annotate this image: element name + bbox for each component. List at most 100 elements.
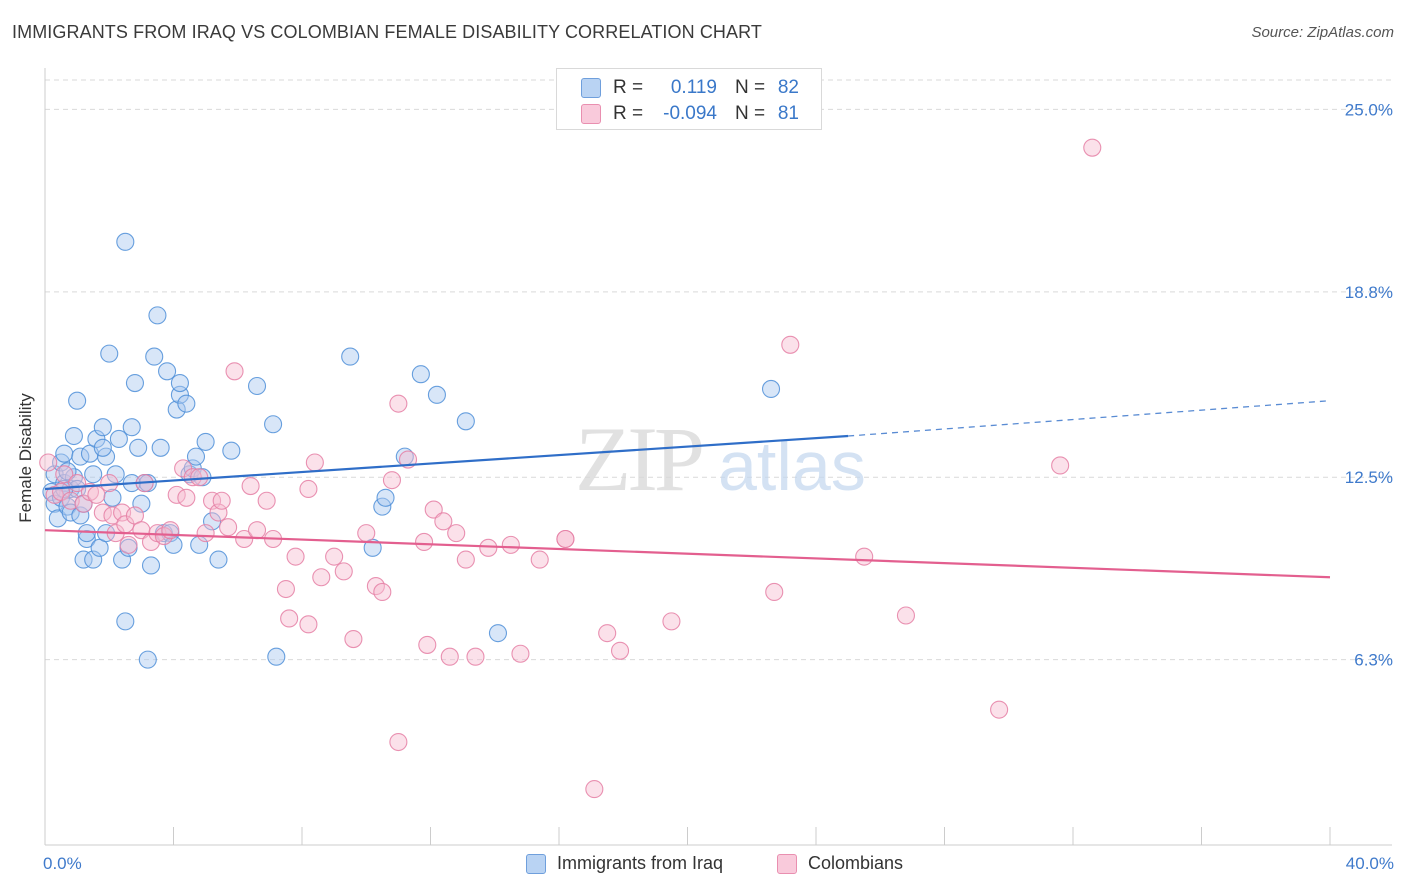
data-point-colombians bbox=[280, 609, 299, 628]
data-point-colombians bbox=[434, 512, 453, 531]
x-tick-label-min: 0.0% bbox=[43, 854, 82, 873]
data-point-iraq bbox=[341, 347, 360, 366]
bottom-legend-label-colombians: Colombians bbox=[808, 853, 904, 873]
data-point-colombians bbox=[286, 547, 305, 566]
data-point-iraq bbox=[55, 444, 74, 463]
data-point-iraq bbox=[456, 412, 475, 431]
data-point-colombians bbox=[424, 500, 443, 519]
legend-n-value: 81 bbox=[777, 103, 799, 124]
data-point-iraq bbox=[141, 556, 161, 575]
data-point-colombians bbox=[225, 362, 244, 381]
legend: R = 0.119 N = 82 R = -0.094 N = 81 bbox=[556, 68, 822, 130]
data-point-colombians bbox=[299, 615, 318, 634]
data-point-iraq bbox=[167, 400, 186, 419]
data-point-iraq bbox=[68, 391, 87, 410]
data-point-colombians bbox=[305, 453, 324, 472]
legend-r-value: 0.119 bbox=[670, 77, 717, 98]
data-point-iraq bbox=[186, 447, 206, 466]
data-point-iraq bbox=[122, 418, 141, 437]
legend-row-iraq: R = 0.119 N = 82 bbox=[557, 75, 821, 101]
data-point-iraq bbox=[138, 650, 157, 669]
data-point-colombians bbox=[357, 524, 376, 543]
data-point-colombians bbox=[299, 479, 318, 499]
data-point-iraq bbox=[106, 465, 125, 484]
data-point-iraq bbox=[77, 529, 96, 549]
y-tick-label: 6.3% bbox=[1354, 651, 1393, 670]
data-point-iraq bbox=[93, 438, 112, 457]
data-point-colombians bbox=[447, 524, 466, 543]
bottom-legend-swatch-colombians bbox=[777, 854, 797, 874]
data-point-colombians bbox=[1083, 138, 1102, 157]
data-point-colombians bbox=[456, 550, 475, 569]
data-point-iraq bbox=[177, 394, 196, 413]
data-point-colombians bbox=[119, 535, 138, 554]
data-point-iraq bbox=[376, 488, 395, 507]
data-point-colombians bbox=[781, 335, 800, 354]
data-point-iraq bbox=[129, 438, 148, 457]
data-point-iraq bbox=[116, 612, 135, 631]
data-point-colombians bbox=[585, 780, 604, 799]
data-point-iraq bbox=[58, 462, 77, 481]
bottom-legend-label-iraq: Immigrants from Iraq bbox=[557, 853, 724, 873]
bottom-legend-swatch-iraq bbox=[526, 854, 546, 874]
data-point-iraq bbox=[77, 524, 96, 543]
y-tick-label: 18.8% bbox=[1345, 283, 1393, 302]
legend-swatch-iraq bbox=[581, 78, 601, 98]
data-point-colombians bbox=[415, 532, 434, 551]
trend-line-iraq bbox=[44, 434, 849, 491]
trend-line-colombians bbox=[44, 529, 1331, 579]
data-point-colombians bbox=[598, 624, 617, 643]
legend-n-label: N = bbox=[735, 77, 766, 98]
data-point-colombians bbox=[855, 547, 874, 566]
legend-n-value: 82 bbox=[777, 77, 799, 98]
data-point-colombians bbox=[344, 629, 363, 649]
series-iraq-points bbox=[42, 232, 781, 669]
data-point-iraq bbox=[84, 465, 103, 484]
data-point-iraq bbox=[87, 429, 106, 449]
data-point-iraq bbox=[116, 232, 135, 251]
y-tick-label: 12.5% bbox=[1345, 468, 1393, 487]
legend-n-label: N = bbox=[735, 103, 766, 124]
data-point-colombians bbox=[219, 518, 238, 537]
data-point-iraq bbox=[151, 438, 170, 457]
data-point-iraq bbox=[145, 347, 164, 366]
data-point-iraq bbox=[222, 441, 241, 460]
data-point-iraq bbox=[264, 415, 283, 434]
data-point-colombians bbox=[212, 491, 231, 510]
legend-row-colombians: R = -0.094 N = 81 bbox=[557, 101, 821, 127]
axes bbox=[44, 68, 1392, 846]
data-point-colombians bbox=[39, 453, 58, 472]
watermark: ZIP atlas bbox=[575, 408, 866, 510]
data-point-iraq bbox=[170, 374, 189, 393]
data-point-colombians bbox=[418, 635, 437, 654]
data-point-colombians bbox=[389, 394, 408, 413]
chart-title: IMMIGRANTS FROM IRAQ VS COLOMBIAN FEMALE… bbox=[12, 22, 763, 42]
tick-labels: 6.3% 12.5% 18.8% 25.0% 0.0% 40.0% bbox=[43, 100, 1394, 873]
data-point-colombians bbox=[209, 503, 228, 522]
data-point-colombians bbox=[662, 612, 681, 631]
series-colombians-points bbox=[39, 138, 1102, 799]
x-tick-label-max: 40.0% bbox=[1346, 854, 1394, 873]
data-point-colombians bbox=[1051, 456, 1070, 475]
chart-source: Source: ZipAtlas.com bbox=[1251, 24, 1394, 41]
data-point-iraq bbox=[427, 385, 446, 404]
data-point-iraq bbox=[488, 624, 508, 643]
data-point-colombians bbox=[190, 468, 209, 487]
data-point-colombians bbox=[177, 488, 196, 507]
watermark-zip: ZIP bbox=[575, 408, 702, 510]
data-point-colombians bbox=[196, 524, 215, 543]
data-point-colombians bbox=[55, 465, 74, 484]
data-point-colombians bbox=[276, 579, 295, 599]
legend-r-value: -0.094 bbox=[663, 103, 717, 124]
data-point-colombians bbox=[440, 647, 459, 666]
data-point-iraq bbox=[247, 376, 267, 396]
data-point-colombians bbox=[530, 550, 549, 569]
data-point-colombians bbox=[765, 582, 784, 602]
data-point-colombians bbox=[247, 521, 267, 540]
legend-r-label: R = bbox=[613, 77, 644, 98]
data-point-iraq bbox=[158, 362, 177, 381]
data-point-colombians bbox=[389, 732, 408, 752]
data-point-colombians bbox=[241, 476, 260, 496]
data-point-colombians bbox=[257, 491, 276, 510]
